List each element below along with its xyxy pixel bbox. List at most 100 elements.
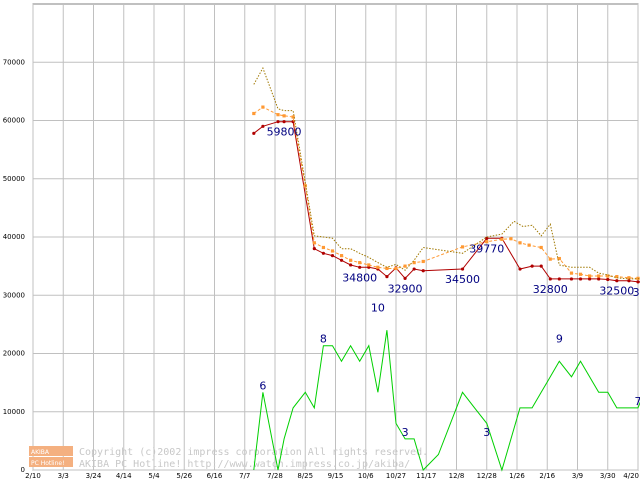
series-point <box>509 237 513 241</box>
x-tick-label: 2/16 <box>539 472 555 480</box>
x-tick-label: 5/26 <box>176 472 192 480</box>
x-tick-label: 12/28 <box>477 472 497 480</box>
series-point <box>578 272 583 276</box>
series-point <box>412 261 416 265</box>
series-point <box>597 274 601 278</box>
series-point <box>548 277 552 281</box>
count-label: 10 <box>371 302 385 315</box>
chart-series <box>252 66 640 472</box>
series-point <box>557 277 561 281</box>
series-point <box>578 277 583 281</box>
series-point <box>339 254 344 258</box>
chart-value-labels: 59800 34800 32900 34500 39770 32800 3250032300… <box>259 126 640 439</box>
count-label: 6 <box>259 379 266 392</box>
copyright-watermark: AKIBA PC Hotline! Copyright (c)2002 impr… <box>29 446 428 470</box>
series-point <box>412 267 416 271</box>
x-tick-label: 9/15 <box>328 472 344 480</box>
x-tick-label: 4/14 <box>116 472 132 480</box>
price-label: 32300 <box>633 286 640 299</box>
series-point <box>367 263 371 267</box>
y-tick-label: 40000 <box>3 233 25 241</box>
series-point <box>394 266 398 271</box>
series-point <box>358 265 362 269</box>
series-point <box>252 131 256 135</box>
count-label: 3 <box>483 426 490 439</box>
series-point <box>527 243 531 247</box>
series-point <box>421 259 425 264</box>
x-tick-label: 3/9 <box>572 472 583 480</box>
y-axis-ticks: 0 10000 20000 30000 40000 50000 60000 70000 <box>3 58 25 474</box>
series-point <box>569 271 574 275</box>
count-label: 8 <box>320 333 327 346</box>
series-point <box>339 258 344 262</box>
series-point <box>518 267 522 271</box>
series-point <box>282 114 286 118</box>
series-point <box>349 263 353 267</box>
series-point <box>597 277 601 281</box>
series-point <box>606 277 610 282</box>
series-point <box>500 237 504 241</box>
series-point <box>485 240 489 244</box>
series-point <box>291 120 295 124</box>
x-tick-label: 3/24 <box>86 472 102 480</box>
series-point <box>330 254 335 258</box>
x-tick-label: 3/30 <box>600 472 616 480</box>
series-point <box>385 275 389 279</box>
count-label: 9 <box>556 333 563 346</box>
series-point <box>615 279 619 283</box>
price-label: 34800 <box>342 271 377 284</box>
series-point <box>403 264 407 268</box>
y-tick-label: 0 <box>21 466 25 474</box>
x-tick-label: 12/8 <box>449 472 465 480</box>
series-point <box>403 276 407 280</box>
x-tick-label: 7/28 <box>267 472 283 480</box>
series-point <box>636 276 640 280</box>
copyright-text: Copyright (c)2002 impress corporation Al… <box>79 447 428 458</box>
x-tick-label: 10/27 <box>386 472 406 480</box>
series-line <box>253 330 640 472</box>
y-tick-label: 50000 <box>3 175 25 183</box>
series-point <box>421 269 425 273</box>
series-point <box>615 275 619 279</box>
series-point <box>330 249 335 253</box>
count-label: 3 <box>402 426 409 439</box>
series-point <box>569 277 574 281</box>
x-tick-label: 8/25 <box>297 472 313 480</box>
series-point <box>548 257 552 261</box>
series-point <box>539 245 543 250</box>
akiba-logo-badge-bottom <box>29 457 73 467</box>
akiba-logo-text: AKIBA <box>31 449 50 456</box>
series-point <box>627 279 631 283</box>
series-point <box>385 266 389 271</box>
series-point <box>485 236 489 240</box>
series-point <box>252 111 256 116</box>
x-tick-label: 7/7 <box>239 472 250 480</box>
x-tick-label: 4/20 <box>623 472 639 480</box>
series-point <box>261 105 265 109</box>
chart-grid <box>32 3 639 471</box>
site-url-text: AKIBA PC Hotline! http://www.watch.impre… <box>79 459 410 470</box>
series-point <box>557 256 561 261</box>
series-point <box>282 120 286 124</box>
series-point <box>539 264 543 268</box>
series-point <box>291 115 295 119</box>
series-point <box>349 258 353 262</box>
series-point <box>588 274 592 278</box>
price-label: 32800 <box>533 283 568 296</box>
series-line <box>253 66 640 280</box>
y-tick-label: 70000 <box>3 58 25 66</box>
series-point <box>321 245 325 250</box>
price-label: 34500 <box>445 273 480 286</box>
y-tick-label: 20000 <box>3 350 25 358</box>
price-label: 32500 <box>599 285 634 298</box>
price-label: 32900 <box>388 282 423 295</box>
series-point <box>312 247 316 251</box>
x-tick-label: 3/3 <box>58 472 69 480</box>
series-point <box>376 265 380 269</box>
x-tick-label: 10/6 <box>358 472 374 480</box>
series-point <box>588 277 592 281</box>
x-tick-label: 1/26 <box>509 472 525 480</box>
series-point <box>312 241 316 245</box>
series-point <box>276 113 280 117</box>
